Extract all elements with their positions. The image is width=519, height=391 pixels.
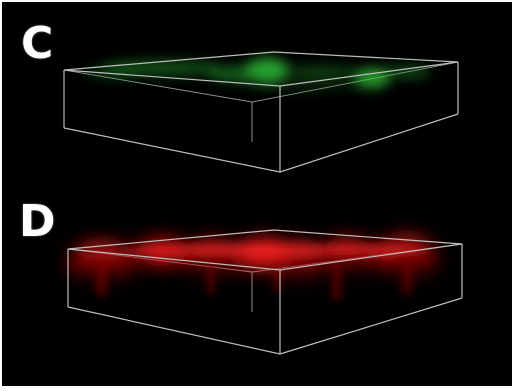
panel-c-green-signal [84, 58, 432, 91]
panel-c-volume-render [63, 51, 463, 355]
panel-d-red-signal [68, 236, 437, 300]
panel-d-box-front-edges [67, 229, 463, 355]
panel-label-c: C [21, 18, 54, 69]
panel-label-d: D [19, 196, 56, 247]
panel-c-box-front-edges [63, 51, 459, 173]
microscopy-figure: C D [2, 2, 512, 386]
